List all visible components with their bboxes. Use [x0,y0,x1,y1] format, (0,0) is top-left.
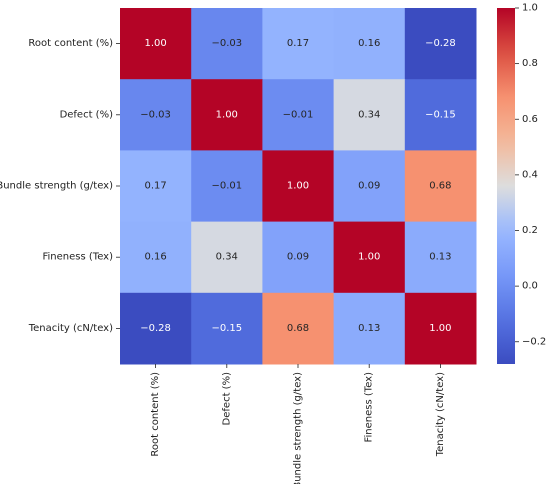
heatmap-cell [262,221,335,294]
cell-value-label: 0.13 [429,252,451,263]
heatmap-cell [120,221,192,294]
colorbar: −0.2 0.0 0.2 0.4 0.6 0.8 1.0 [497,3,546,364]
heatmap-cell [120,150,192,223]
column-tick-label: Tenacity (cN/tex) [435,372,446,457]
heatmap-cell [191,292,263,365]
heatmap-cell [262,150,335,223]
cell-value-label: −0.15 [425,109,456,120]
colorbar-tick-label: 0.6 [522,114,538,125]
colorbar-tick-label: −0.2 [522,336,546,347]
cell-value-label: 0.09 [287,252,309,263]
cell-value-label: 0.17 [287,38,309,49]
colorbar-tick-label: 0.8 [522,58,538,69]
cell-value-label: −0.01 [211,181,242,192]
colorbar-tick-label: 1.0 [522,3,538,14]
heatmap-cell [191,221,263,294]
cell-value-label: 0.16 [144,252,166,263]
cell-value-label: 1.00 [429,323,451,334]
heatmap-cell [191,150,263,223]
column-tick-label: Root content (%) [150,372,161,457]
cell-value-label: −0.28 [425,38,456,49]
heatmap-cell [333,150,406,223]
cell-value-label: 1.00 [287,181,309,192]
heatmap-cell [262,8,335,80]
row-tick-labels: Root content (%) Defect (%) Bundle strengt… [0,38,120,334]
heatmap-cell-labels: 1.00 −0.03 0.17 0.16 −0.28 −0.03 1.00 −0.01 0.34… [140,38,455,334]
column-tick-label: Bundle strength (g/tex) [293,372,304,484]
heatmap-cell [333,221,406,294]
cell-value-label: −0.01 [283,109,314,120]
heatmap-cell [120,79,192,151]
heatmap-cell [191,79,263,151]
heatmap-cell [404,79,477,151]
cell-value-label: 0.09 [358,181,380,192]
row-tick-label: Defect (%) [60,109,114,120]
cell-value-label: −0.03 [140,109,171,120]
column-tick-labels: Root content (%) Defect (%) Bundle strengt… [150,364,446,484]
cell-value-label: 0.16 [358,38,380,49]
heatmap-cell [404,8,477,80]
heatmap-cell [333,79,406,151]
row-tick-label: Bundle strength (g/tex) [0,181,113,192]
heatmap-cells [120,8,477,365]
cell-value-label: 0.17 [144,181,166,192]
heatmap-cell [404,221,477,294]
colorbar-ticks: −0.2 0.0 0.2 0.4 0.6 0.8 1.0 [515,3,546,347]
heatmap-cell [120,292,192,365]
cell-value-label: 0.68 [429,181,451,192]
cell-value-label: 0.34 [358,109,380,120]
row-tick-label: Tenacity (cN/tex) [28,323,113,334]
heatmap-cell [333,292,406,365]
colorbar-tick-label: 0.4 [522,169,538,180]
cell-value-label: −0.28 [140,323,171,334]
heatmap-cell [120,8,192,80]
heatmap-cell [404,292,477,365]
cell-value-label: 1.00 [144,38,166,49]
column-tick-label: Fineness (Tex) [364,372,375,443]
column-tick-label: Defect (%) [221,372,232,426]
heatmap-cell [404,150,477,223]
colorbar-tick-label: 0.0 [522,281,538,292]
heatmap-cell [262,292,335,365]
cell-value-label: −0.15 [211,323,242,334]
heatmap-cell [333,8,406,80]
heatmap-cell [191,8,263,80]
cell-value-label: 1.00 [216,109,238,120]
cell-value-label: 0.68 [287,323,309,334]
cell-value-label: 0.13 [358,323,380,334]
heatmap-cell [262,79,335,151]
colorbar-tick-label: 0.2 [522,225,538,236]
row-tick-label: Fineness (Tex) [43,252,114,263]
cell-value-label: 0.34 [216,252,238,263]
colorbar-gradient [497,8,515,364]
row-tick-label: Root content (%) [28,38,113,49]
cell-value-label: 1.00 [358,252,380,263]
cell-value-label: −0.03 [211,38,242,49]
